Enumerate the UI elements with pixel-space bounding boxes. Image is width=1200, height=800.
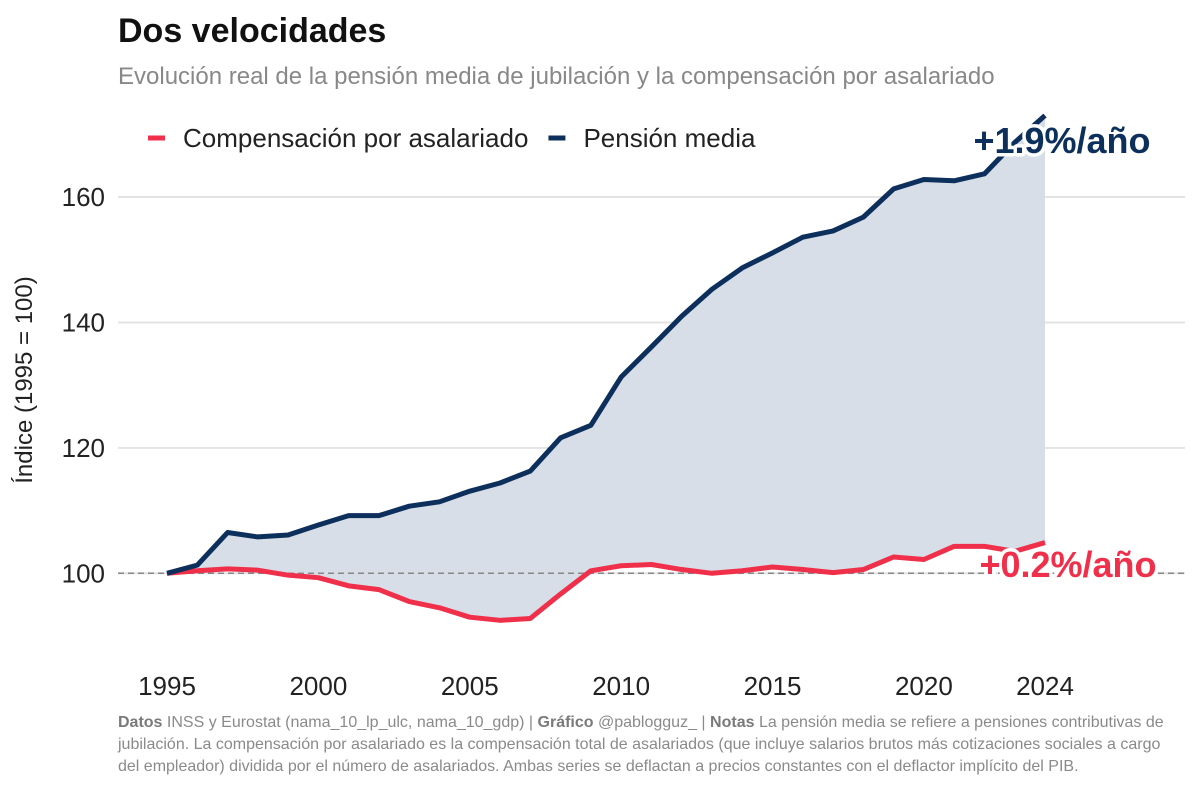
x-tick-label: 2024 [1016,671,1074,701]
x-tick-label: 2010 [592,671,650,701]
series-line [166,113,1047,576]
footer-label: Notas [710,714,755,731]
series-annotation: +1.9%/año [973,120,1150,161]
y-tick-label: 100 [62,558,105,588]
footer-text: INSS y Eurostat (nama_10_lp_ulc, nama_10… [166,714,534,731]
series-line [166,540,1046,623]
chart-title: Dos velocidades [118,12,386,50]
series-annotation: +0.2%/año [979,544,1156,585]
y-tick-label: 160 [62,182,105,212]
y-axis-label: Índice (1995 = 100) [11,276,38,483]
chart-subtitle: Evolución real de la pensión media de ju… [118,63,995,90]
y-tick-label: 120 [62,433,105,463]
chart: Dos velocidades Evolución real de la pen… [11,12,1185,701]
footer-label: Datos [118,714,163,731]
legend-label: Pensión media [583,123,756,153]
footer: Datos INSS y Eurostat (nama_10_lp_ulc, n… [118,712,1178,778]
footer-text: @pablogguz_ | [597,714,706,731]
x-tick-label: 1995 [138,671,196,701]
footer-label: Gráfico [537,714,594,731]
legend-label: Compensación por asalariado [183,123,528,153]
x-tick-label: 2005 [441,671,499,701]
x-tick-label: 2000 [289,671,347,701]
footer-text: La pensión media se refiere a pensiones … [118,714,1164,775]
gap-area [167,115,1045,621]
x-tick-label: 2020 [895,671,953,701]
x-tick-label: 2015 [744,671,802,701]
y-tick-label: 140 [62,307,105,337]
